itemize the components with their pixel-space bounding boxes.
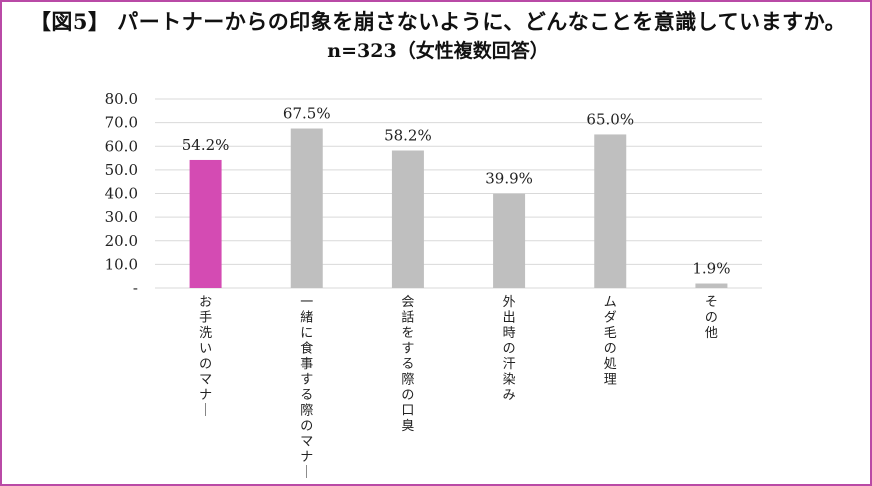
y-tick-label-5: 50.0 xyxy=(105,161,138,179)
data-label-3: 39.9% xyxy=(485,170,533,188)
category-label-0: お手洗いのマナ｜ xyxy=(199,295,212,419)
y-tick-label-6: 60.0 xyxy=(105,137,138,155)
y-tick-label-0: - xyxy=(133,279,138,297)
category-label-3: 外出時の汗染み xyxy=(503,295,516,403)
category-label-1: 一緒に食事する際のマナ｜ xyxy=(300,295,313,481)
bar-2 xyxy=(391,150,424,288)
y-tick-label-4: 40.0 xyxy=(105,185,138,203)
y-tick-label-2: 20.0 xyxy=(105,232,138,250)
category-label-4: ムダ毛の処理 xyxy=(604,295,617,388)
chart-subtitle: n=323（女性複数回答） xyxy=(327,40,549,62)
data-label-0: 54.2% xyxy=(182,136,230,154)
data-label-1: 67.5% xyxy=(283,105,331,123)
data-label-4: 65.0% xyxy=(586,110,634,128)
bar-4 xyxy=(594,134,627,288)
y-tick-label-3: 30.0 xyxy=(105,208,138,226)
y-tick-label-7: 70.0 xyxy=(105,114,138,132)
data-label-2: 58.2% xyxy=(384,127,432,145)
bar-3 xyxy=(493,193,526,288)
bar-0 xyxy=(189,159,222,288)
chart-title: 【図5】 パートナーからの印象を崩さないように、どんなことを意識していますか。 xyxy=(29,9,847,34)
bar-1 xyxy=(290,128,323,288)
y-tick-label-8: 80.0 xyxy=(105,90,138,108)
category-label-2: 会話をする際の口臭 xyxy=(401,295,414,434)
category-label-5: その他 xyxy=(705,295,718,341)
y-tick-label-1: 10.0 xyxy=(105,255,138,273)
data-label-5: 1.9% xyxy=(692,260,730,278)
bar-5 xyxy=(695,283,728,288)
